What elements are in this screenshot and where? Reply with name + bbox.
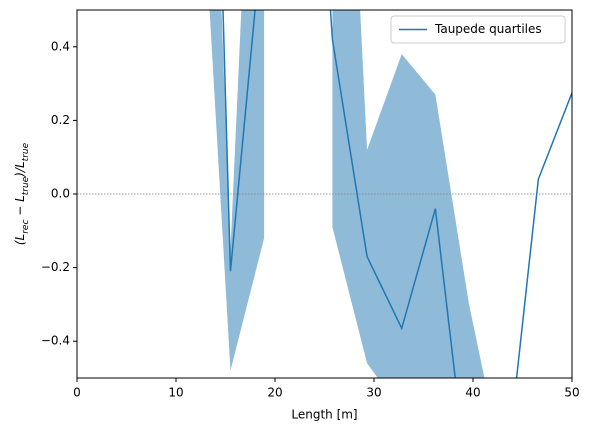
y-axis-label-part: (L [13,234,27,245]
y-tick-label: 0.4 [51,39,70,53]
y-axis-label-part: true [21,176,31,195]
legend-label: Taupede quartiles [434,22,542,36]
y-axis-label-part: − L [13,195,27,219]
x-tick-label: 10 [168,386,183,400]
y-tick-label: −0.2 [41,260,70,274]
y-tick-label: 0.0 [51,187,70,201]
quartile-band [332,10,485,378]
quartile-band [209,10,265,371]
x-tick-label: 50 [564,386,579,400]
y-axis-label-part: )/L [13,161,27,177]
x-tick-label: 20 [267,386,282,400]
x-tick-label: 0 [73,386,81,400]
y-axis-label: (Lrec − Ltrue)/Ltrue [13,142,31,245]
y-tick-label: −0.4 [41,334,70,348]
plot-area [77,10,572,378]
y-axis-label-part: rec [21,220,31,234]
series-line [222,10,572,378]
x-axis-label: Length [m] [291,408,357,422]
y-axis-label-part: true [21,142,31,161]
y-tick-label: 0.2 [51,113,70,127]
x-tick-label: 30 [366,386,381,400]
legend-box [390,15,566,44]
x-tick-label: 40 [465,386,480,400]
